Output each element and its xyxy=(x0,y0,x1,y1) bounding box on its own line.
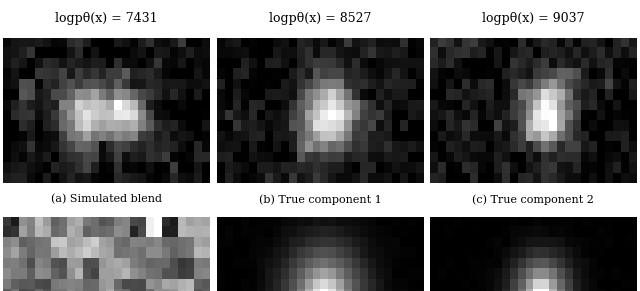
Text: (b) True component 1: (b) True component 1 xyxy=(259,194,381,205)
Text: logpθ(x) = 9037: logpθ(x) = 9037 xyxy=(482,13,584,25)
Text: logpθ(x) = 7431: logpθ(x) = 7431 xyxy=(55,13,158,25)
Text: (c) True component 2: (c) True component 2 xyxy=(472,194,595,205)
Text: (a) Simulated blend: (a) Simulated blend xyxy=(51,194,162,205)
Text: logpθ(x) = 8527: logpθ(x) = 8527 xyxy=(269,13,371,25)
